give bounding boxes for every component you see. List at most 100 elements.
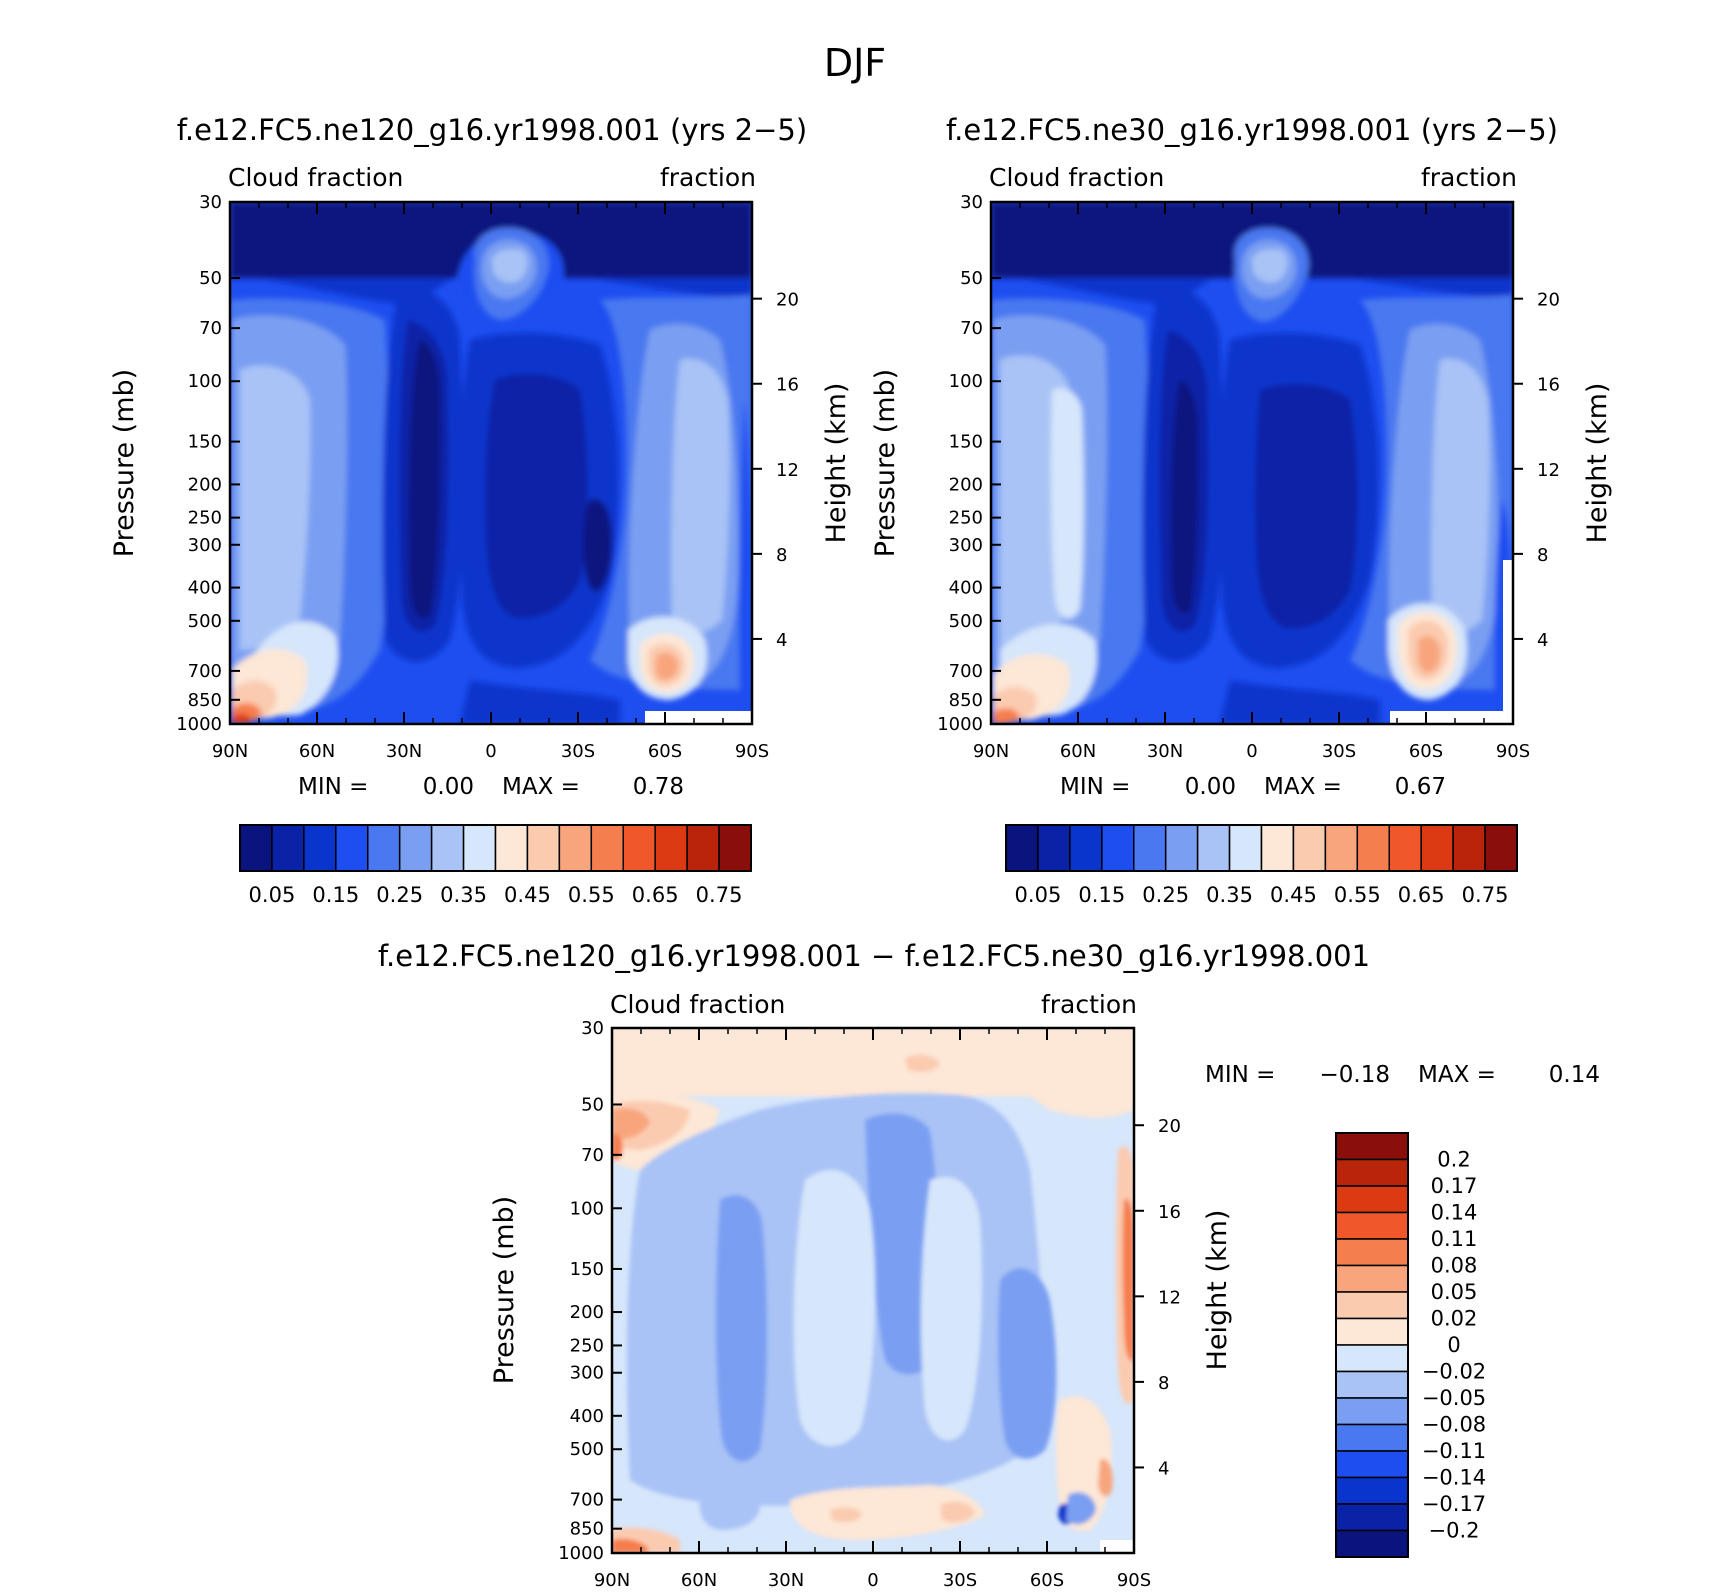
colorbar-swatch bbox=[1484, 824, 1518, 872]
x-tick-label: 60N bbox=[1060, 741, 1096, 762]
colorbar-swatch bbox=[718, 824, 752, 872]
y-tick-label: 150 bbox=[570, 1259, 604, 1280]
height-tick-label: 16 bbox=[776, 375, 799, 396]
x-tick-label: 0 bbox=[1246, 741, 1257, 762]
colorbar-swatch bbox=[1324, 824, 1359, 872]
panel-left-label: Cloud fraction bbox=[610, 990, 785, 1019]
height-tick-label: 8 bbox=[1537, 545, 1548, 566]
x-tick-label: 30S bbox=[943, 1570, 977, 1589]
colorbar-vertical: 0.20.17 0.140.11 0.080.05 0.020 −0.02−0.05 −0… bbox=[1335, 1132, 1486, 1558]
x-tick-label: 30N bbox=[768, 1570, 804, 1589]
x-tick-label: 60S bbox=[648, 741, 682, 762]
colorbar-swatch bbox=[686, 824, 720, 872]
x-tick-label: 0 bbox=[485, 741, 496, 762]
panel-ne120: f.e12.FC5.ne120_g16.yr1998.001 (yrs 2−5)… bbox=[109, 113, 852, 907]
colorbar-swatch bbox=[1335, 1158, 1409, 1187]
x-tick-label: 90N bbox=[212, 741, 248, 762]
y-tick-label: 300 bbox=[570, 1363, 604, 1384]
y-tick-label: 250 bbox=[949, 508, 983, 529]
panel-right-label: fraction bbox=[660, 163, 756, 192]
y-axis-right-label: Height (km) bbox=[821, 383, 852, 544]
colorbar-label: 0.14 bbox=[1431, 1201, 1478, 1225]
y-tick-label: 50 bbox=[199, 268, 222, 289]
colorbar-label: 0.35 bbox=[1206, 883, 1253, 907]
colorbar-label: 0.25 bbox=[376, 883, 423, 907]
colorbar-label: 0.05 bbox=[1431, 1280, 1478, 1304]
y-axis-right-label: Height (km) bbox=[1202, 1210, 1233, 1371]
x-tick-label: 0 bbox=[867, 1570, 878, 1589]
panel-right-label: fraction bbox=[1421, 163, 1517, 192]
colorbar-swatch bbox=[654, 824, 688, 872]
colorbar-label: 0.65 bbox=[1398, 883, 1445, 907]
x-tick-label: 60N bbox=[299, 741, 335, 762]
colorbar-swatch bbox=[1228, 824, 1263, 872]
height-tick-label: 4 bbox=[1537, 630, 1548, 651]
colorbar-swatch bbox=[1101, 824, 1135, 872]
colorbar-swatch bbox=[1335, 1529, 1409, 1558]
colorbar-swatch bbox=[1335, 1291, 1409, 1320]
y-tick-label: 700 bbox=[949, 661, 983, 682]
colorbar-label: 0 bbox=[1447, 1333, 1460, 1357]
colorbar-label: 0.11 bbox=[1431, 1227, 1478, 1251]
colorbar-label: 0.25 bbox=[1142, 883, 1189, 907]
colorbar-label: 0.15 bbox=[1078, 883, 1125, 907]
y-tick-label: 1000 bbox=[937, 714, 983, 735]
colorbar-label: 0.75 bbox=[696, 883, 743, 907]
min-value: 0.00 bbox=[423, 774, 474, 800]
colorbar-swatch bbox=[1335, 1132, 1409, 1161]
x-tick-label: 90S bbox=[1117, 1570, 1151, 1589]
y-tick-label: 30 bbox=[199, 192, 222, 213]
colorbar-swatch bbox=[1335, 1211, 1409, 1240]
colorbar-swatch bbox=[1335, 1370, 1409, 1399]
y-tick-label: 1000 bbox=[176, 714, 222, 735]
y-tick-label: 30 bbox=[581, 1018, 604, 1039]
height-tick-label: 16 bbox=[1158, 1202, 1181, 1223]
colorbar-label: 0.15 bbox=[312, 883, 359, 907]
colorbar-frame bbox=[1005, 824, 1518, 872]
colorbar-label: 0.45 bbox=[1270, 883, 1317, 907]
x-tick-label: 90S bbox=[735, 741, 769, 762]
colorbar-swatch bbox=[1335, 1344, 1409, 1373]
colorbar-label: −0.02 bbox=[1422, 1360, 1486, 1384]
colorbar-swatch bbox=[558, 824, 593, 872]
y-tick-label: 500 bbox=[570, 1439, 604, 1460]
y-tick-label: 30 bbox=[960, 192, 983, 213]
y-tick-label: 400 bbox=[188, 578, 222, 599]
min-value: 0.00 bbox=[1185, 774, 1236, 800]
height-tick-label: 4 bbox=[776, 630, 787, 651]
height-tick-label: 12 bbox=[776, 460, 799, 481]
panel-right-label: fraction bbox=[1041, 990, 1137, 1019]
max-value: 0.14 bbox=[1549, 1062, 1600, 1088]
colorbar-label: 0.08 bbox=[1431, 1254, 1478, 1278]
colorbar-label: 0.75 bbox=[1462, 883, 1509, 907]
minmax: MIN = 0.00 MAX = 0.67 bbox=[1060, 774, 1446, 800]
colorbar-swatch bbox=[1335, 1450, 1409, 1479]
panel-title: f.e12.FC5.ne30_g16.yr1998.001 (yrs 2−5) bbox=[946, 113, 1558, 147]
colorbar-swatch bbox=[1335, 1264, 1409, 1293]
y-tick-label: 200 bbox=[570, 1302, 604, 1323]
colorbar-swatch bbox=[1164, 824, 1199, 872]
contour-field bbox=[612, 1028, 1134, 1553]
height-tick-label: 8 bbox=[1158, 1373, 1169, 1394]
minmax: MIN = 0.00 MAX = 0.78 bbox=[298, 774, 684, 800]
y-tick-label: 500 bbox=[949, 611, 983, 632]
y-axis-label: Pressure (mb) bbox=[109, 369, 140, 557]
y-tick-label: 150 bbox=[949, 432, 983, 453]
y-tick-label: 100 bbox=[949, 371, 983, 392]
y-tick-label: 70 bbox=[199, 318, 222, 339]
x-tick-label: 30S bbox=[1322, 741, 1356, 762]
colorbar-swatch bbox=[1292, 824, 1327, 872]
colorbar-swatch bbox=[1335, 1423, 1409, 1452]
y-tick-label: 150 bbox=[188, 432, 222, 453]
panel-left-label: Cloud fraction bbox=[989, 163, 1164, 192]
y-tick-label: 850 bbox=[188, 690, 222, 711]
colorbar-swatch bbox=[590, 824, 624, 872]
y-tick-label: 50 bbox=[581, 1094, 604, 1115]
colorbar-label: 0.02 bbox=[1431, 1307, 1478, 1331]
colorbar: 0.05 0.15 0.25 0.35 0.45 0.55 0.65 0.75 bbox=[239, 824, 752, 907]
colorbar-label: −0.2 bbox=[1429, 1519, 1480, 1543]
y-tick-label: 300 bbox=[949, 535, 983, 556]
colorbar-swatch bbox=[367, 824, 401, 872]
axis-ticks: 90N 60N 30N 0 30S 60S 90S 30 50 70 100 150 200 250 300… bbox=[558, 1018, 1181, 1591]
